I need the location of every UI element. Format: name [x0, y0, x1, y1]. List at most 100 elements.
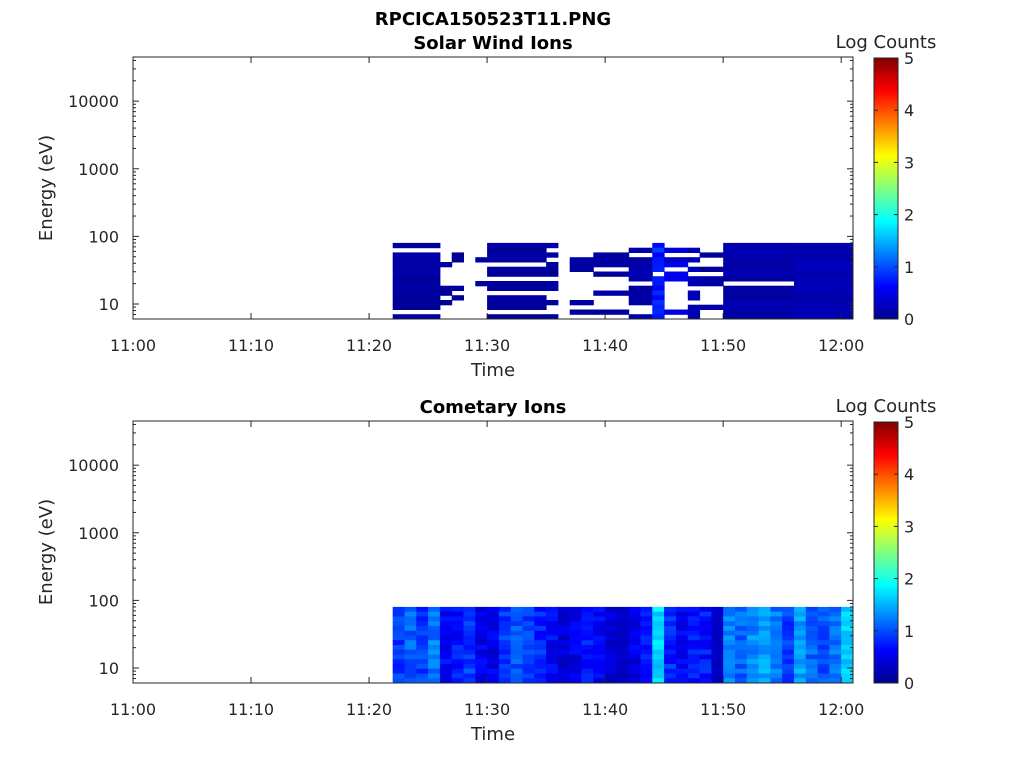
heatmap-cell: [687, 257, 701, 263]
heatmap-cell: [687, 626, 701, 632]
heatmap-cell: [794, 262, 854, 268]
heatmap-cell: [817, 621, 830, 627]
heatmap-cell: [746, 640, 760, 646]
heatmap-cell: [451, 630, 464, 636]
heatmap-cell: [605, 616, 618, 622]
heatmap-cell: [640, 630, 653, 636]
heatmap-cell: [498, 649, 512, 655]
heatmap-cell: [416, 630, 429, 636]
heatmap-cell: [664, 606, 677, 613]
heatmap-cell: [510, 664, 523, 670]
heatmap-cell: [711, 678, 724, 684]
heatmap-cell: [794, 621, 807, 627]
heatmap-cell: [794, 606, 807, 613]
heatmap-cell: [841, 640, 854, 646]
heatmap-cell: [652, 649, 665, 655]
colorbar-tick-label: 5: [904, 49, 914, 68]
heatmap-cell: [546, 640, 559, 646]
heatmap-cell: [475, 678, 488, 684]
heatmap-cell: [428, 606, 441, 613]
heatmap-cell: [569, 262, 594, 268]
panel-title: Cometary Ions: [420, 397, 567, 418]
heatmap-cell: [676, 649, 689, 655]
heatmap-cell: [664, 664, 677, 670]
heatmap-cell: [652, 266, 665, 272]
colorbar-tick-label: 1: [904, 622, 914, 641]
x-axis-label: Time: [470, 724, 515, 745]
heatmap-cell: [510, 673, 523, 679]
heatmap-cell: [487, 673, 500, 679]
figure-title: RPCICA150523T11.PNG: [375, 9, 611, 30]
heatmap-cell: [510, 678, 523, 684]
heatmap-cell: [498, 668, 512, 674]
heatmap-cell: [628, 295, 653, 301]
heatmap-cell: [676, 616, 689, 622]
heatmap-cell: [640, 645, 653, 651]
heatmap-cell: [487, 257, 547, 263]
heatmap-cell: [794, 616, 807, 622]
heatmap-cell: [428, 659, 441, 665]
heatmap-cell: [794, 314, 854, 320]
heatmap-cell: [628, 285, 653, 291]
heatmap-cell: [794, 266, 854, 272]
heatmap-cell: [404, 645, 417, 651]
heatmap-cell: [758, 659, 771, 665]
x-tick-label: 11:10: [228, 700, 274, 719]
heatmap-cell: [546, 266, 559, 272]
heatmap-cell: [498, 611, 512, 617]
heatmap-cell: [817, 630, 830, 636]
heatmap-cell: [794, 281, 854, 287]
heatmap-cell: [463, 621, 476, 627]
heatmap-cell: [546, 678, 559, 684]
heatmap-cell: [628, 606, 641, 613]
heatmap-cell: [416, 654, 429, 660]
heatmap-cell: [628, 276, 653, 282]
heatmap-cell: [439, 654, 453, 660]
heatmap-cell: [498, 654, 512, 660]
heatmap-cell: [439, 290, 453, 296]
heatmap-cell: [817, 635, 830, 641]
heatmap-cell: [676, 664, 689, 670]
heatmap-cell: [498, 635, 512, 641]
heatmap-cell: [746, 668, 760, 674]
heatmap-cell: [510, 626, 523, 632]
heatmap-cell: [487, 616, 500, 622]
heatmap-cell: [557, 654, 571, 660]
y-tick-label: 100: [88, 591, 119, 610]
heatmap-cell: [640, 616, 653, 622]
heatmap-cell: [569, 300, 594, 306]
heatmap-cell: [841, 659, 854, 665]
heatmap-cell: [451, 285, 464, 291]
heatmap-cell: [428, 640, 441, 646]
heatmap-cell: [723, 635, 736, 641]
heatmap-cell: [557, 616, 571, 622]
heatmap-cell: [735, 630, 748, 636]
heatmap-cell: [652, 300, 665, 306]
heatmap-cell: [628, 257, 653, 263]
heatmap-cell: [569, 640, 582, 646]
heatmap-cell: [805, 626, 819, 632]
heatmap-cell: [416, 640, 429, 646]
heatmap-cell: [593, 654, 606, 660]
heatmap-cell: [557, 606, 571, 613]
heatmap-cell: [841, 611, 854, 617]
heatmap-cell: [510, 635, 523, 641]
heatmap-cell: [628, 664, 641, 670]
heatmap-cell: [640, 649, 653, 655]
heatmap-cell: [534, 626, 547, 632]
heatmap-cell: [475, 257, 488, 263]
heatmap-cell: [404, 611, 417, 617]
heatmap-cell: [510, 606, 523, 613]
heatmap-cell: [439, 659, 453, 665]
heatmap-cell: [522, 659, 535, 665]
heatmap-cell: [557, 621, 571, 627]
heatmap-cell: [817, 645, 830, 651]
heatmap-cell: [794, 304, 854, 310]
heatmap-cell: [475, 645, 488, 651]
heatmap-cell: [676, 635, 689, 641]
heatmap-cell: [687, 668, 701, 674]
heatmap-cell: [475, 616, 488, 622]
heatmap-cell: [735, 668, 748, 674]
heatmap-cell: [817, 664, 830, 670]
heatmap-cell: [404, 640, 417, 646]
